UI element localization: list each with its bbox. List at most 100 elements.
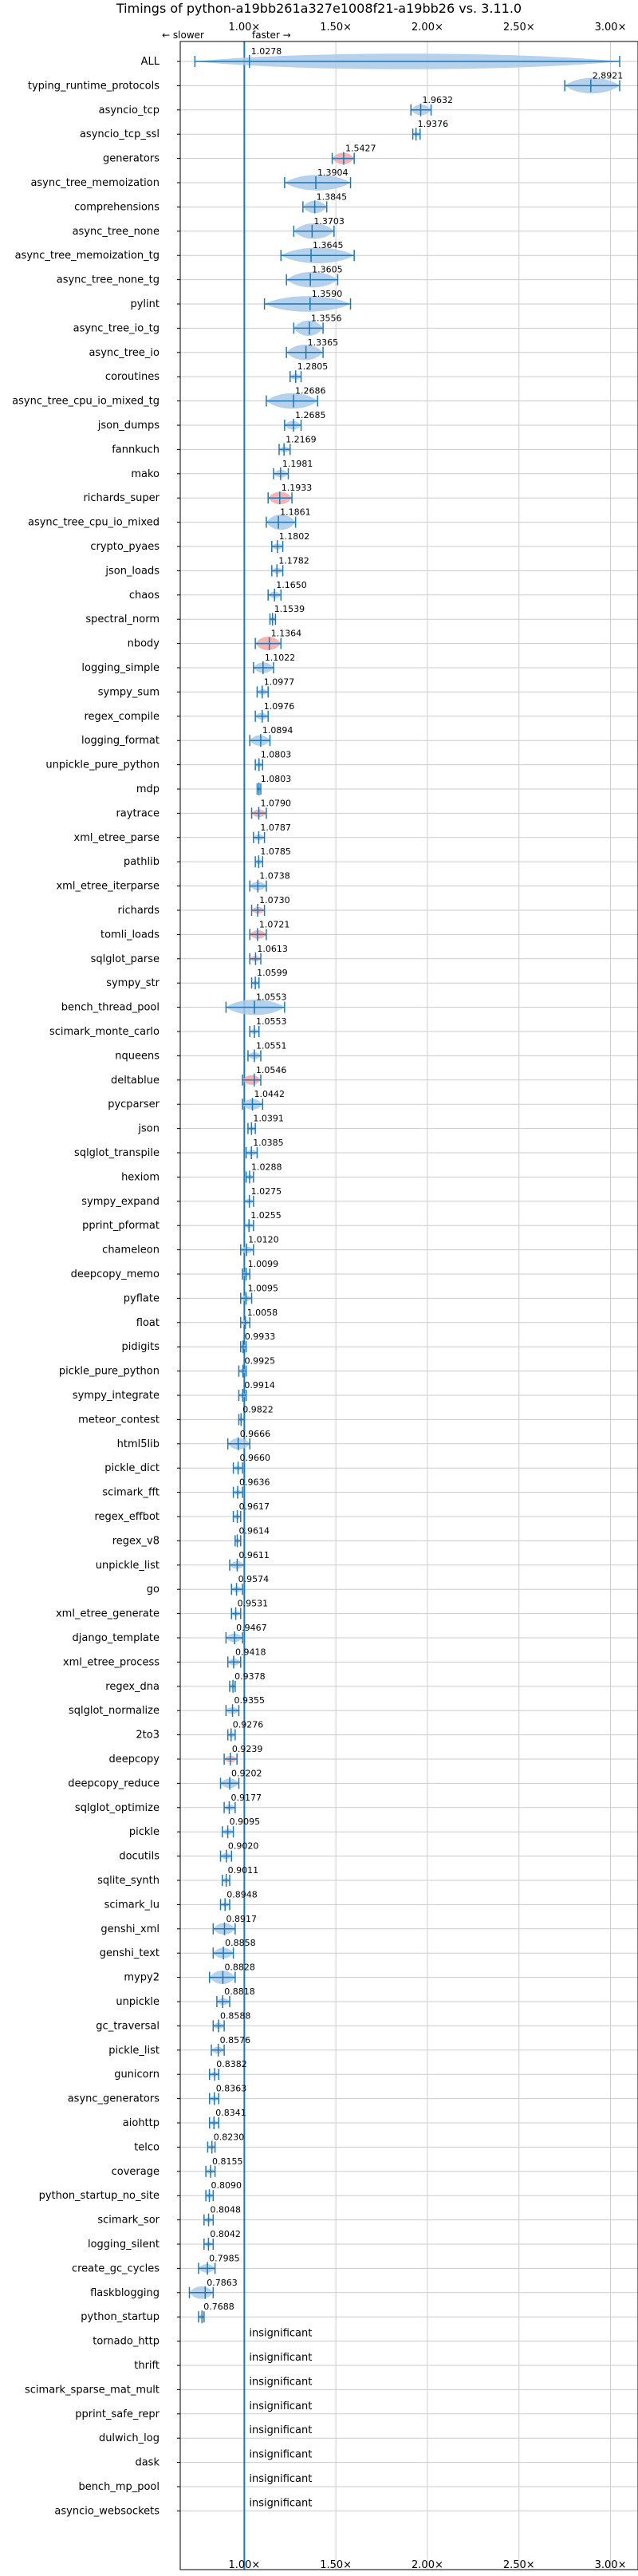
- category-label: meteor_contest: [78, 1414, 160, 1426]
- category-label: bench_thread_pool: [61, 1002, 160, 1014]
- category-label: async_tree_memoization_tg: [15, 250, 160, 262]
- category-label: float: [136, 1317, 160, 1329]
- chart-title: Timings of python-a19bb261a327e1008f21-a…: [116, 1, 522, 16]
- value-label: 1.0738: [259, 871, 290, 882]
- category-label: bench_mp_pool: [78, 2481, 160, 2493]
- category-label: pathlib: [124, 856, 160, 868]
- category-label: pprint_safe_repr: [75, 2408, 160, 2420]
- x-tick-label-bottom: 2.50×: [503, 2559, 535, 2571]
- value-label: 0.8341: [215, 2108, 246, 2118]
- value-label: 0.9914: [244, 1380, 275, 1391]
- category-label: gc_traversal: [96, 2020, 160, 2032]
- value-label: 1.9376: [418, 119, 449, 129]
- value-label: 0.9660: [240, 1453, 271, 1463]
- category-label: async_tree_io: [89, 347, 160, 359]
- insignificant-label: insignificant: [249, 2328, 312, 2340]
- value-label: 1.0894: [262, 725, 293, 736]
- category-label: logging_format: [81, 735, 160, 747]
- category-label: gunicorn: [114, 2069, 160, 2081]
- direction-faster-label: faster →: [252, 30, 291, 41]
- category-label: aiohttp: [123, 2117, 160, 2129]
- value-label: 0.9933: [245, 1331, 276, 1342]
- value-label: 1.1022: [265, 653, 296, 663]
- value-label: 0.9011: [228, 1865, 259, 1876]
- category-label: sqlglot_normalize: [69, 1705, 160, 1717]
- value-label: 1.0099: [248, 1259, 279, 1269]
- category-label: sympy_str: [106, 977, 160, 989]
- value-label: 1.0058: [247, 1308, 278, 1318]
- value-label: 0.9095: [230, 1817, 261, 1827]
- category-label: flaskblogging: [90, 2287, 160, 2299]
- value-label: 0.7985: [209, 2253, 240, 2263]
- value-label: 1.3556: [311, 313, 342, 323]
- x-tick-label-bottom: 2.00×: [412, 2559, 443, 2571]
- value-label: 1.0785: [260, 846, 291, 857]
- category-label: sympy_expand: [81, 1196, 160, 1208]
- value-label: 0.9177: [230, 1793, 262, 1803]
- category-label: nbody: [128, 638, 160, 650]
- value-label: 1.0803: [261, 750, 292, 760]
- value-label: 1.3904: [317, 168, 349, 178]
- category-label: unpickle_pure_python: [45, 759, 160, 771]
- value-label: 1.5427: [345, 144, 376, 154]
- x-tick-label-top: 2.50×: [503, 22, 535, 34]
- category-label: async_generators: [68, 2093, 160, 2105]
- category-label: crypto_pyaes: [90, 541, 160, 553]
- value-label: 1.0803: [261, 774, 292, 784]
- value-label: 0.8230: [214, 2132, 245, 2142]
- value-label: 1.0288: [251, 1162, 282, 1172]
- category-label: mdp: [136, 783, 160, 795]
- category-label: docutils: [119, 1851, 160, 1863]
- insignificant-label: insignificant: [249, 2376, 312, 2388]
- value-label: 1.0391: [253, 1114, 284, 1124]
- category-label: xml_etree_process: [63, 1656, 160, 1668]
- category-label: sqlglot_optimize: [75, 1802, 160, 1814]
- category-label: html5lib: [117, 1438, 160, 1450]
- category-label: pprint_pformat: [82, 1220, 160, 1232]
- value-label: 1.3645: [313, 240, 344, 250]
- category-label: genshi_xml: [100, 1923, 160, 1935]
- category-label: async_tree_io_tg: [73, 322, 160, 334]
- value-label: 1.1539: [274, 604, 305, 614]
- value-label: 0.7863: [207, 2278, 238, 2288]
- category-label: tomli_loads: [100, 929, 160, 941]
- category-label: python_startup_no_site: [39, 2190, 160, 2202]
- value-label: 1.0255: [250, 1210, 282, 1221]
- category-label: thrift: [134, 2360, 160, 2372]
- category-label: deepcopy_reduce: [68, 1777, 160, 1789]
- category-label: telco: [134, 2141, 160, 2153]
- category-label: pycparser: [108, 1099, 160, 1110]
- value-label: 0.8155: [212, 2156, 243, 2167]
- category-label: dulwich_log: [99, 2432, 160, 2444]
- category-label: json_loads: [104, 565, 160, 577]
- value-label: 0.9020: [228, 1841, 259, 1852]
- value-label: 1.3590: [312, 289, 343, 299]
- insignificant-label: insignificant: [249, 2424, 312, 2436]
- insignificant-label: insignificant: [249, 2352, 312, 2364]
- value-label: 1.9632: [423, 95, 454, 105]
- category-label: ALL: [141, 56, 160, 68]
- insignificant-label: insignificant: [249, 2497, 312, 2509]
- category-label: sympy_sum: [98, 686, 160, 698]
- category-label: pickle_pure_python: [59, 1366, 160, 1378]
- value-label: 0.9467: [236, 1623, 267, 1633]
- category-label: pickle_dict: [104, 1462, 160, 1474]
- value-label: 0.8363: [216, 2084, 247, 2094]
- value-label: 0.9822: [242, 1404, 274, 1414]
- category-label: async_tree_memoization: [30, 177, 160, 189]
- category-label: fannkuch: [112, 444, 160, 456]
- value-label: 1.0551: [256, 1040, 287, 1051]
- category-label: unpickle: [116, 1996, 160, 2008]
- category-label: async_tree_cpu_io_mixed_tg: [12, 396, 160, 408]
- value-label: 1.3365: [308, 337, 339, 348]
- value-label: 1.3605: [312, 265, 343, 275]
- category-label: scimark_sor: [97, 2215, 160, 2227]
- value-label: 0.9925: [245, 1356, 276, 1367]
- value-label: 1.0730: [259, 895, 290, 905]
- category-label: json_dumps: [97, 420, 160, 432]
- value-label: 0.8858: [225, 1938, 256, 1948]
- category-label: 2to3: [136, 1730, 160, 1742]
- value-label: 0.9276: [233, 1720, 264, 1730]
- category-label: regex_effbot: [94, 1511, 160, 1523]
